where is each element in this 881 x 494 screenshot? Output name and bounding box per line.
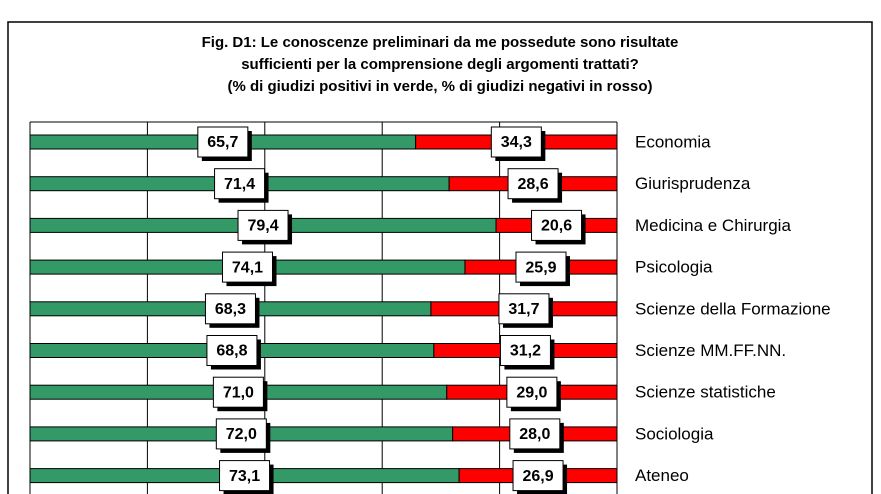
- label-box: [221, 251, 273, 283]
- data-label: 28,0: [519, 426, 550, 443]
- label-box: [531, 209, 583, 241]
- data-label: 29,0: [516, 384, 547, 401]
- data-label: 79,4: [247, 218, 278, 235]
- label-box: [206, 335, 258, 366]
- category-label: Sociologia: [635, 424, 714, 443]
- category-label: Scienze MM.FF.NN.: [635, 341, 786, 360]
- chart-frame: [7, 21, 873, 494]
- label-box: [499, 335, 551, 366]
- data-label: 20,6: [541, 218, 572, 235]
- category-label: Giurisprudenza: [635, 174, 751, 193]
- data-label: 31,7: [508, 301, 539, 318]
- category-label: Medicina e Chirurgia: [635, 216, 791, 235]
- category-label: Ateneo: [635, 466, 689, 485]
- label-box: [490, 126, 542, 158]
- data-label: 31,2: [510, 343, 541, 360]
- label-box: [509, 418, 561, 450]
- data-label: 72,0: [226, 426, 257, 443]
- category-label: Scienze statistiche: [635, 383, 776, 402]
- data-label: 74,1: [232, 259, 263, 276]
- category-label: Scienze della Formazione: [635, 299, 831, 318]
- data-label: 26,9: [522, 468, 553, 485]
- data-label: 34,3: [501, 134, 532, 151]
- category-label: Economia: [635, 132, 711, 151]
- category-label: Psicologia: [635, 258, 713, 277]
- label-box: [204, 293, 256, 325]
- data-label: 73,1: [229, 468, 260, 485]
- data-label: 25,9: [525, 259, 556, 276]
- label-box: [219, 460, 271, 492]
- chart-title: sufficienti per la comprensione degli ar…: [241, 56, 639, 73]
- chart-title: Fig. D1: Le conoscenze preliminari da me…: [202, 34, 679, 51]
- label-box: [498, 293, 550, 325]
- label-box: [512, 460, 564, 492]
- label-box: [506, 376, 558, 408]
- label-box: [212, 376, 264, 408]
- label-box: [214, 168, 266, 200]
- data-label: 68,3: [215, 301, 246, 318]
- chart-subtitle: (% di giudizi positivi in verde, % di gi…: [227, 78, 652, 95]
- data-label: 65,7: [207, 134, 238, 151]
- data-label: 68,8: [216, 343, 247, 360]
- data-label: 71,0: [223, 384, 254, 401]
- label-box: [215, 418, 267, 450]
- label-box: [197, 126, 249, 158]
- label-box: [237, 209, 289, 241]
- data-label: 28,6: [517, 176, 548, 193]
- data-label: 71,4: [224, 176, 255, 193]
- label-box: [507, 168, 559, 200]
- label-box: [515, 251, 567, 283]
